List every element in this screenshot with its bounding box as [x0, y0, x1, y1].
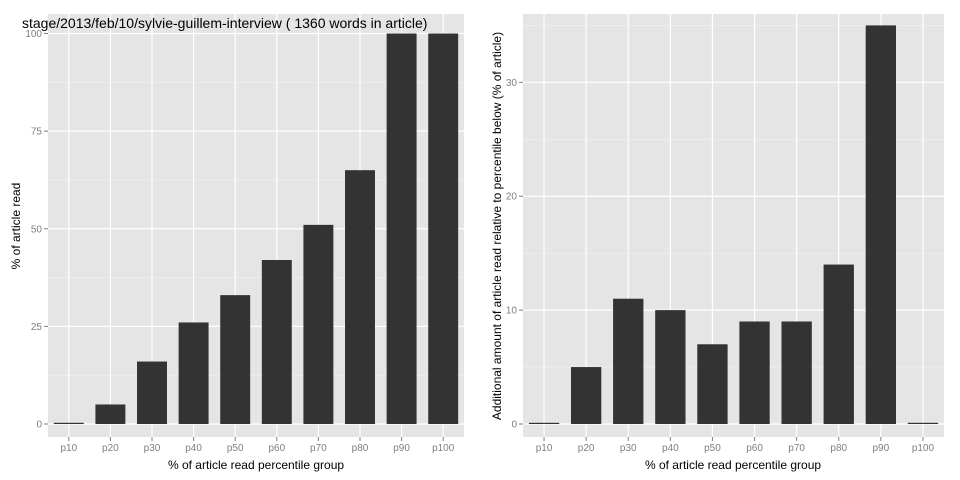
x-tick-label-p70: p70	[788, 443, 805, 454]
bar-p90	[386, 33, 417, 425]
chart-title: stage/2013/feb/10/sylvie-guillem-intervi…	[22, 15, 427, 31]
x-axis-label: % of article read percentile group	[645, 458, 821, 472]
bar-p30	[137, 361, 167, 424]
y-tick-label: 75	[31, 127, 43, 138]
bar-p100	[907, 422, 939, 424]
x-tick-label-p90: p90	[873, 443, 890, 454]
y-tick-label: 30	[506, 78, 518, 89]
bar-p20	[95, 404, 126, 424]
x-tick-label-p50: p50	[704, 443, 721, 454]
x-tick-label-p90: p90	[393, 443, 410, 454]
y-tick-label: 100	[25, 29, 42, 40]
bar-p30	[613, 298, 644, 424]
bar-p20	[570, 367, 602, 424]
y-axis-label: % of article read	[9, 183, 23, 270]
y-tick-label: 0	[36, 420, 42, 431]
bar-p70	[303, 224, 334, 424]
x-tick-label-p40: p40	[662, 443, 679, 454]
bar-p80	[345, 170, 375, 424]
x-tick-label-p60: p60	[268, 443, 285, 454]
bar-p50	[220, 295, 251, 424]
x-tick-label-p30: p30	[620, 443, 637, 454]
bar-p70	[781, 321, 812, 424]
x-tick-label-p100: p100	[432, 443, 455, 454]
y-tick-label: 25	[31, 322, 43, 333]
y-tick-label: 0	[511, 420, 517, 431]
bar-p10	[53, 422, 84, 424]
y-tick-label: 50	[31, 224, 43, 235]
x-tick-label-p100: p100	[912, 443, 935, 454]
bar-p100	[428, 33, 459, 425]
y-tick-label: 20	[506, 192, 518, 203]
bar-p50	[697, 344, 728, 424]
x-tick-label-p50: p50	[227, 443, 244, 454]
x-tick-label-p70: p70	[310, 443, 327, 454]
bar-p60	[739, 321, 770, 424]
x-tick-label-p10: p10	[60, 443, 77, 454]
x-tick-label-p40: p40	[185, 443, 202, 454]
bar-p90	[865, 25, 897, 425]
x-tick-label-p20: p20	[578, 443, 595, 454]
x-axis-label: % of article read percentile group	[168, 458, 344, 472]
x-tick-label-p80: p80	[830, 443, 847, 454]
x-tick-label-p20: p20	[102, 443, 119, 454]
bar-p80	[823, 264, 854, 424]
x-tick-label-p60: p60	[746, 443, 763, 454]
bar-p10	[528, 422, 560, 424]
bar-p40	[178, 322, 209, 424]
y-axis-label: Additional amount of article read relati…	[490, 32, 504, 420]
y-tick-label: 10	[506, 306, 518, 317]
bar-p60	[261, 260, 292, 424]
x-tick-label-p10: p10	[536, 443, 553, 454]
x-tick-label-p30: p30	[144, 443, 161, 454]
x-tick-label-p80: p80	[352, 443, 369, 454]
bar-p40	[655, 310, 686, 424]
